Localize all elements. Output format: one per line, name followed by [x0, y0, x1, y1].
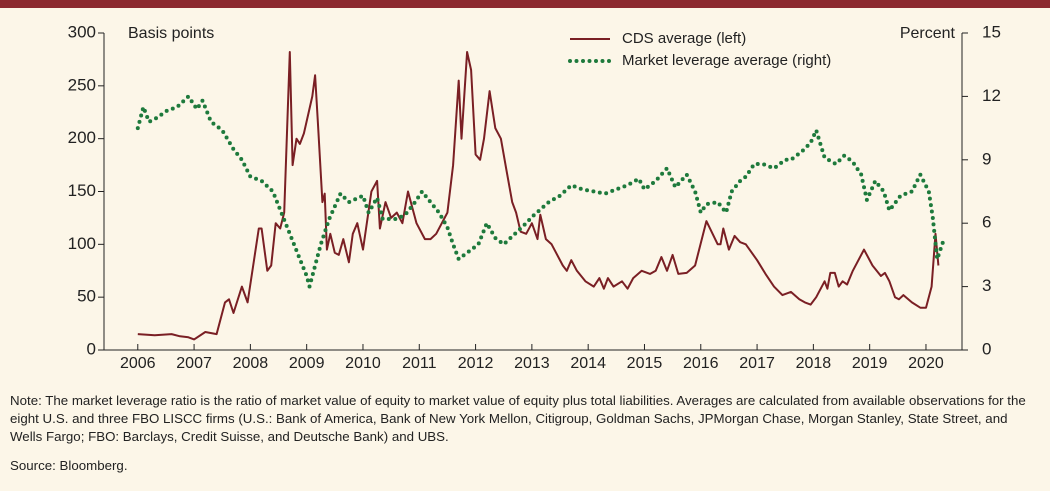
x-tick-label: 2008: [233, 355, 269, 372]
top-bar: [0, 0, 1050, 8]
right-axis-label: Percent: [900, 25, 956, 42]
x-tick-label: 2009: [289, 355, 325, 372]
legend-label: Market leverage average (right): [622, 52, 831, 69]
y2-tick-label: 12: [982, 86, 1001, 105]
x-tick-label: 2006: [120, 355, 156, 372]
y-tick-label: 50: [77, 287, 96, 306]
note: Note: The market leverage ratio is the r…: [10, 393, 1026, 444]
legend-label: CDS average (left): [622, 30, 746, 47]
source: Source: Bloomberg.: [10, 458, 128, 473]
y-tick-label: 200: [68, 128, 96, 147]
y-tick-label: 0: [87, 339, 96, 358]
chart: Basis points Percent 0 50 100 150 200 250 300 0…: [68, 22, 1001, 372]
x-tick-label: 2011: [402, 355, 437, 372]
x-tick-label: 2014: [570, 355, 606, 372]
x-tick-label: 2015: [627, 355, 663, 372]
y2-tick-label: 6: [982, 213, 991, 232]
y-tick-label: 300: [68, 22, 96, 41]
y-tick-label: 250: [68, 75, 96, 94]
x-tick-label: 2019: [852, 355, 888, 372]
y2-tick-label: 0: [982, 339, 991, 358]
x-tick-label: 2020: [908, 355, 944, 372]
x-tick-label: 2012: [458, 355, 494, 372]
y2-tick-label: 9: [982, 149, 991, 168]
x-tick-label: 2017: [739, 355, 775, 372]
series-line: [137, 51, 940, 341]
x-tick-label: 2013: [514, 355, 550, 372]
x-tick-label: 2010: [345, 355, 381, 372]
left-axis-label: Basis points: [128, 25, 214, 42]
series-line: [135, 93, 945, 295]
y-tick-label: 100: [68, 234, 96, 253]
x-tick-label: 2016: [683, 355, 719, 372]
x-tick-label: 2007: [176, 355, 212, 372]
y2-tick-label: 3: [982, 276, 991, 295]
y2-tick-label: 15: [982, 22, 1001, 41]
x-tick-label: 2018: [796, 355, 832, 372]
y-tick-label: 150: [68, 181, 96, 200]
